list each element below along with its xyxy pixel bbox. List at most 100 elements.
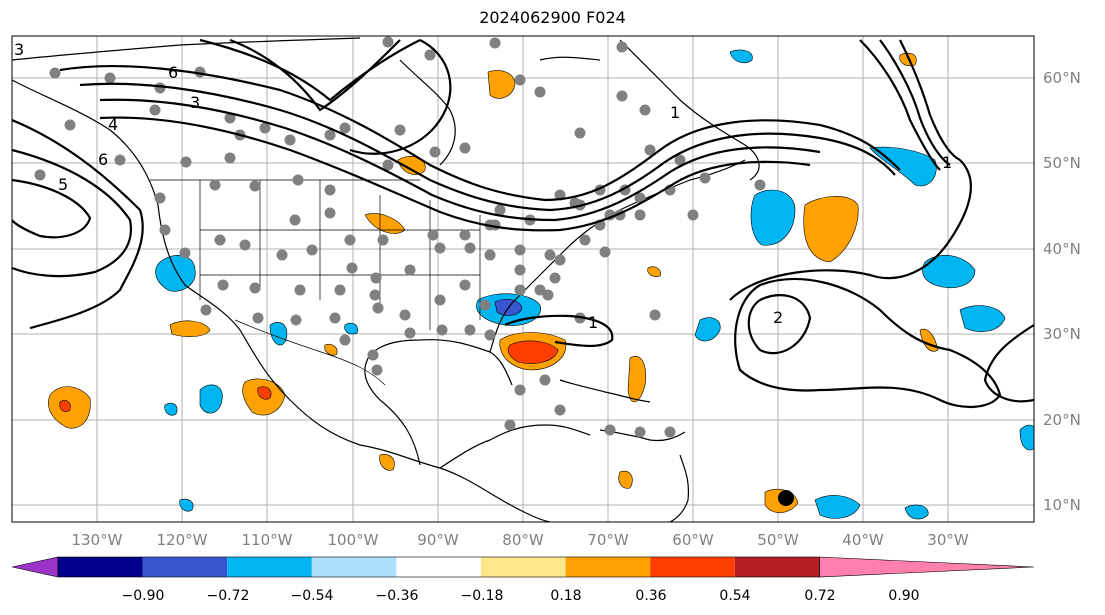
station-dot bbox=[159, 224, 171, 236]
colorbar-ticks: −0.90 −0.72 −0.54 −0.36 −0.18 0.18 0.36 … bbox=[122, 588, 920, 604]
station-dot bbox=[154, 192, 166, 204]
station-dot bbox=[290, 314, 302, 326]
positive-anomaly-patch bbox=[647, 266, 661, 277]
lat-label: 60°N bbox=[1043, 69, 1081, 87]
station-dot bbox=[329, 312, 341, 324]
station-dot bbox=[754, 179, 766, 191]
contour-label: 6 bbox=[168, 63, 178, 82]
station-dot bbox=[49, 67, 61, 79]
colorbar-segment bbox=[481, 557, 566, 577]
station-dot bbox=[674, 154, 686, 166]
contour-labels: 3 6 4 5 6 1 2 1 1 3 bbox=[14, 40, 952, 332]
station-dot bbox=[294, 284, 306, 296]
station-dot bbox=[306, 244, 318, 256]
station-dot bbox=[479, 299, 491, 311]
colorbar-tick-label: 0.36 bbox=[635, 588, 666, 604]
station-dot bbox=[149, 104, 161, 116]
station-dot bbox=[616, 41, 628, 53]
colorbar-frame bbox=[57, 556, 820, 578]
station-dot bbox=[370, 272, 382, 284]
lon-label: 130°W bbox=[72, 531, 123, 549]
positive-anomaly-patch-strong bbox=[59, 400, 71, 412]
station-dot bbox=[424, 49, 436, 61]
station-dot bbox=[514, 244, 526, 256]
station-dot bbox=[534, 86, 546, 98]
station-dot bbox=[634, 426, 646, 438]
station-dot bbox=[339, 334, 351, 346]
colorbar-segment bbox=[650, 557, 735, 577]
lat-label: 30°N bbox=[1043, 325, 1081, 343]
colorbar-segment bbox=[734, 557, 820, 577]
colorbar-tick-label: 0.72 bbox=[804, 588, 835, 604]
positive-anomaly-patch bbox=[379, 454, 395, 471]
station-dot bbox=[604, 424, 616, 436]
station-dot bbox=[224, 112, 236, 124]
map-title: 2024062900 F024 bbox=[479, 8, 626, 27]
station-dot bbox=[179, 247, 191, 259]
colorbar-tick-label: 0.18 bbox=[550, 588, 581, 604]
colorbar-tick-label: −0.36 bbox=[376, 588, 419, 604]
country-borders bbox=[150, 179, 481, 386]
station-dot bbox=[539, 374, 551, 386]
contour-label: 5 bbox=[58, 175, 68, 194]
station-dot bbox=[200, 304, 212, 316]
negative-anomaly-patch bbox=[959, 305, 1006, 332]
station-dot bbox=[217, 279, 229, 291]
station-dot bbox=[289, 214, 301, 226]
station-dot bbox=[377, 234, 389, 246]
station-dot bbox=[459, 142, 471, 154]
contour-label: 3 bbox=[14, 40, 24, 59]
colorbar-extend-max bbox=[819, 556, 1035, 578]
station-dot bbox=[334, 284, 346, 296]
station-dot bbox=[699, 172, 711, 184]
positive-anomaly-patch bbox=[169, 320, 211, 337]
negative-anomaly-patch bbox=[922, 255, 976, 289]
colorbar-tick-label: −0.72 bbox=[207, 588, 250, 604]
latitude-labels: 60°N 50°N 40°N 30°N 20°N 10°N bbox=[1043, 69, 1081, 514]
negative-anomaly-patch bbox=[750, 189, 796, 246]
colorbar-segment bbox=[142, 557, 228, 577]
station-dot bbox=[514, 74, 526, 86]
station-dot bbox=[371, 364, 383, 376]
station-dot bbox=[494, 204, 506, 216]
positive-anomaly-patch-strong bbox=[257, 386, 272, 400]
station-dot bbox=[104, 72, 116, 84]
colorbar-tick-label: −0.18 bbox=[461, 588, 504, 604]
positive-anomaly-patch bbox=[487, 70, 516, 99]
contour-label: 3 bbox=[190, 93, 200, 112]
colorbar-segment bbox=[396, 557, 481, 577]
colorbar-segment bbox=[58, 557, 143, 577]
station-dot bbox=[252, 312, 264, 324]
station-dot bbox=[239, 239, 251, 251]
contour-label: 1 bbox=[942, 153, 952, 172]
contour-label: 2 bbox=[773, 308, 783, 327]
map-border bbox=[11, 35, 1035, 523]
colorbar-extend-min bbox=[11, 556, 59, 578]
station-dot bbox=[634, 209, 646, 221]
station-dot bbox=[34, 169, 46, 181]
station-dot bbox=[459, 279, 471, 291]
station-dot bbox=[249, 180, 261, 192]
station-dot bbox=[574, 127, 586, 139]
station-dot bbox=[434, 242, 446, 254]
station-dot bbox=[514, 384, 526, 396]
lon-label: 90°W bbox=[417, 531, 459, 549]
station-dot bbox=[664, 426, 676, 438]
negative-anomaly-patch bbox=[814, 495, 861, 519]
station-dot bbox=[464, 242, 476, 254]
positive-anomaly-patch bbox=[899, 52, 917, 67]
station-dot bbox=[504, 419, 516, 431]
station-dot bbox=[344, 234, 356, 246]
negative-anomaly-patch bbox=[199, 384, 223, 414]
station-dot bbox=[514, 284, 526, 296]
station-dot bbox=[180, 156, 192, 168]
station-dot bbox=[249, 282, 261, 294]
station-dot bbox=[544, 249, 556, 261]
station-dot bbox=[634, 192, 646, 204]
station-dot bbox=[644, 144, 656, 156]
colorbar bbox=[11, 556, 1035, 578]
station-dot bbox=[464, 324, 476, 336]
lat-label: 10°N bbox=[1043, 496, 1081, 514]
station-dot bbox=[554, 404, 566, 416]
positive-anomaly-patch-strong bbox=[507, 340, 559, 364]
